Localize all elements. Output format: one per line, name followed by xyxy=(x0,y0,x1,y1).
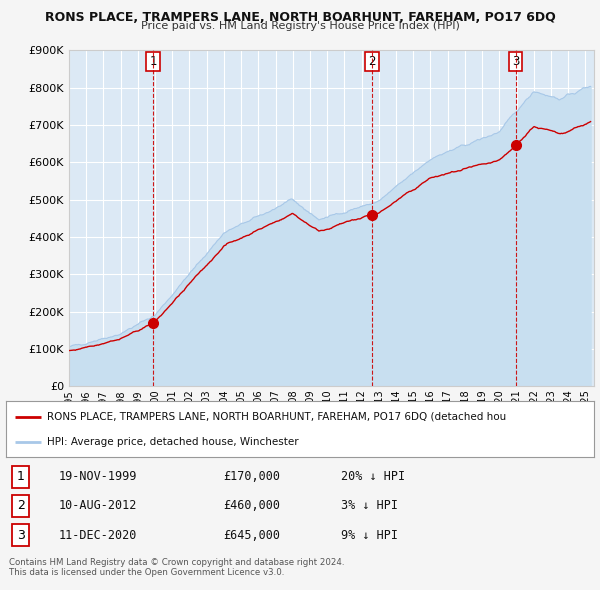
Text: 1: 1 xyxy=(149,55,157,68)
Text: 20% ↓ HPI: 20% ↓ HPI xyxy=(341,470,405,483)
Text: £170,000: £170,000 xyxy=(224,470,281,483)
Text: 19-NOV-1999: 19-NOV-1999 xyxy=(59,470,137,483)
Text: £460,000: £460,000 xyxy=(224,499,281,513)
Text: 3: 3 xyxy=(17,529,25,542)
Text: 11-DEC-2020: 11-DEC-2020 xyxy=(59,529,137,542)
Text: RONS PLACE, TRAMPERS LANE, NORTH BOARHUNT, FAREHAM, PO17 6DQ: RONS PLACE, TRAMPERS LANE, NORTH BOARHUN… xyxy=(44,11,556,24)
Text: 1: 1 xyxy=(17,470,25,483)
Text: Contains HM Land Registry data © Crown copyright and database right 2024.: Contains HM Land Registry data © Crown c… xyxy=(9,558,344,566)
Text: HPI: Average price, detached house, Winchester: HPI: Average price, detached house, Winc… xyxy=(47,437,299,447)
Text: RONS PLACE, TRAMPERS LANE, NORTH BOARHUNT, FAREHAM, PO17 6DQ (detached hou: RONS PLACE, TRAMPERS LANE, NORTH BOARHUN… xyxy=(47,412,506,422)
Text: 3: 3 xyxy=(512,55,520,68)
Text: This data is licensed under the Open Government Licence v3.0.: This data is licensed under the Open Gov… xyxy=(9,568,284,576)
Text: 3% ↓ HPI: 3% ↓ HPI xyxy=(341,499,398,513)
Text: Price paid vs. HM Land Registry's House Price Index (HPI): Price paid vs. HM Land Registry's House … xyxy=(140,21,460,31)
Text: £645,000: £645,000 xyxy=(224,529,281,542)
Text: 9% ↓ HPI: 9% ↓ HPI xyxy=(341,529,398,542)
Text: 2: 2 xyxy=(368,55,376,68)
Text: 2: 2 xyxy=(17,499,25,513)
Text: 10-AUG-2012: 10-AUG-2012 xyxy=(59,499,137,513)
